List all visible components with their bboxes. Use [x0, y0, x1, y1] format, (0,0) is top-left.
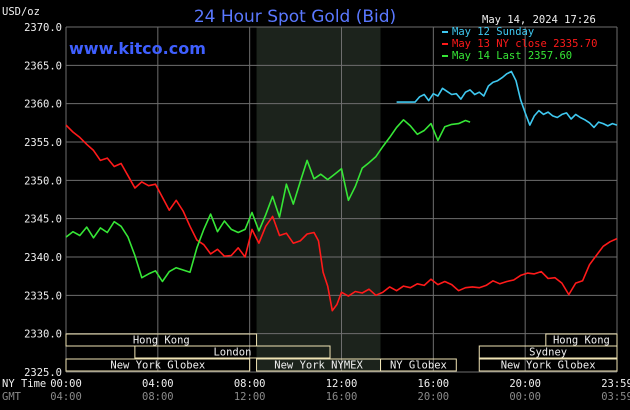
ny-time-row-label: NY Time — [2, 378, 46, 390]
y-axis-ticks: 2325.0 2330.0 2335.0 2340.0 2345.0 2350.0 2355… — [24, 22, 62, 379]
y-axis-unit: USD/oz — [2, 6, 40, 18]
x-tick-label-gmt: 00:00 — [509, 391, 541, 403]
y-tick-label: 2330.0 — [24, 329, 62, 341]
y-tick-label: 2340.0 — [24, 252, 62, 264]
y-tick-label: 2365.0 — [24, 60, 62, 72]
chart-grid — [65, 26, 618, 373]
price-lines — [65, 70, 618, 312]
x-tick-label-ny: 12:00 — [326, 378, 358, 390]
x-tick-label-gmt: 03:59 — [601, 391, 630, 403]
x-tick-label-gmt: 20:00 — [418, 391, 450, 403]
market-bar — [478, 358, 618, 372]
legend-entry: May 13 NY close 2335.70 — [452, 38, 597, 50]
market-bar — [380, 358, 457, 372]
y-tick-label: 2335.0 — [24, 290, 62, 302]
x-tick-label-ny: 23:59 — [601, 378, 630, 390]
market-label: Sydney — [529, 347, 567, 359]
legend-entry: May 12 Sunday — [452, 26, 534, 38]
legend-entry: May 14 Last 2357.60 — [452, 50, 572, 62]
y-tick-label: 2345.0 — [24, 214, 62, 226]
market-label: Hong Kong — [133, 335, 190, 347]
x-tick-label-ny: 04:00 — [142, 378, 174, 390]
market-label: New York NYMEX — [274, 360, 363, 372]
market-label: New York Globex — [501, 360, 596, 372]
brand-watermark: www.kitco.com — [69, 39, 206, 58]
x-axis-ticks: 00:0004:0004:0008:0008:0012:0012:0016:00… — [50, 378, 630, 403]
y-tick-label: 2360.0 — [24, 99, 62, 111]
x-tick-label-gmt: 08:00 — [142, 391, 174, 403]
x-tick-label-gmt: 04:00 — [50, 391, 82, 403]
x-tick-label-ny: 16:00 — [418, 378, 450, 390]
y-tick-label: 2370.0 — [24, 22, 62, 34]
market-bar — [65, 358, 251, 372]
y-tick-label: 2325.0 — [24, 367, 62, 379]
market-bar — [478, 345, 618, 359]
series-line-3 — [65, 119, 471, 283]
y-tick-label: 2350.0 — [24, 175, 62, 187]
market-label: New York Globex — [110, 360, 205, 372]
nymex-session-shade — [256, 27, 381, 372]
x-tick-label-gmt: 16:00 — [326, 391, 358, 403]
x-tick-label-ny: 08:00 — [234, 378, 266, 390]
x-tick-label-ny: 20:00 — [509, 378, 541, 390]
chart-timestamp: May 14, 2024 17:26 — [482, 14, 596, 26]
market-bar — [134, 345, 331, 359]
market-label: NY Globex — [390, 360, 447, 372]
x-tick-label-gmt: 12:00 — [234, 391, 266, 403]
x-tick-label-ny: 00:00 — [50, 378, 82, 390]
market-label: London — [213, 347, 251, 359]
series-line-2 — [65, 124, 618, 312]
y-tick-label: 2355.0 — [24, 137, 62, 149]
market-label: Hong Kong — [553, 335, 610, 347]
gmt-row-label: GMT — [2, 391, 22, 403]
series-line-1 — [396, 70, 618, 129]
chart-title: 24 Hour Spot Gold (Bid) — [194, 7, 396, 27]
